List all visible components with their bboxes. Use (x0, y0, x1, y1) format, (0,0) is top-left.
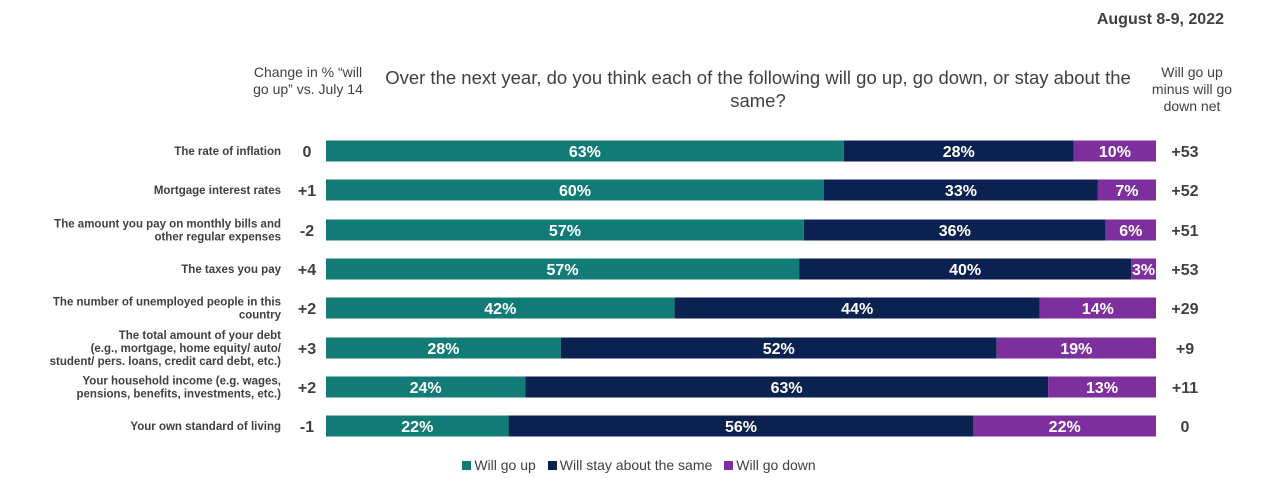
legend: Will go up Will stay about the same Will… (0, 457, 1278, 473)
change-value: -2 (300, 223, 314, 240)
bar-label-down: 13% (1086, 380, 1118, 397)
bar-down (996, 337, 1156, 359)
change-value: 0 (303, 144, 312, 161)
change-value: +3 (298, 341, 316, 358)
net-value: +52 (1171, 183, 1198, 200)
bar-label-up: 42% (484, 301, 516, 318)
bar-label-up: 60% (559, 183, 591, 200)
legend-item-same: Will stay about the same (547, 457, 713, 473)
legend-item-down: Will go down (724, 457, 816, 473)
bar-label-up: 24% (410, 380, 442, 397)
bar-up (326, 140, 844, 162)
legend-swatch-down (724, 460, 734, 470)
net-value: +51 (1171, 223, 1198, 240)
bar-label-down: 19% (1060, 341, 1092, 358)
change-value: +2 (298, 380, 316, 397)
bar-label-up: 63% (569, 144, 601, 161)
bar-label-same: 44% (841, 301, 873, 318)
legend-swatch-same (547, 460, 557, 470)
bar-label-up: 57% (549, 223, 581, 240)
bar-up (326, 219, 804, 241)
bar-label-up: 22% (401, 419, 433, 436)
category-label: The amount you pay on monthly bills and (54, 219, 281, 231)
bar-label-same: 33% (945, 183, 977, 200)
bar-up (326, 179, 824, 201)
net-value: +9 (1176, 341, 1194, 358)
legend-swatch-up (462, 460, 472, 470)
change-value: -1 (300, 419, 314, 436)
category-label: Your household income (e.g. wages, (82, 376, 281, 388)
bar-up (326, 297, 675, 319)
net-value: +53 (1171, 144, 1198, 161)
legend-label-down: Will go down (736, 457, 816, 473)
bar-down (1131, 258, 1156, 280)
bar-label-same: 40% (949, 262, 981, 279)
legend-label-same: Will stay about the same (559, 457, 713, 473)
category-label: student/ pers. loans, credit card debt, … (50, 356, 282, 368)
bar-same (508, 415, 974, 437)
bar-down (1097, 179, 1156, 201)
bar-label-up: 57% (547, 262, 579, 279)
survey-date: August 8-9, 2022 (1096, 11, 1224, 28)
bar-label-down: 3% (1132, 262, 1155, 279)
bar-label-same: 63% (771, 380, 803, 397)
change-value: +2 (298, 301, 316, 318)
category-label: Your own standard of living (130, 421, 281, 433)
bar-up (326, 376, 526, 398)
bar-down (1048, 376, 1156, 398)
bar-same (799, 258, 1132, 280)
category-label: The number of unemployed people in this (53, 297, 281, 309)
legend-label-up: Will go up (474, 457, 536, 473)
legend-item-up: Will go up (462, 457, 536, 473)
bar-label-down: 6% (1119, 223, 1142, 240)
category-label: country (239, 310, 282, 322)
category-label: Mortgage interest rates (154, 185, 281, 197)
bar-label-up: 28% (427, 341, 459, 358)
bar-label-same: 56% (725, 419, 757, 436)
bar-same (674, 297, 1040, 319)
bar-label-down: 22% (1049, 419, 1081, 436)
bar-label-same: 52% (763, 341, 795, 358)
bar-same (843, 140, 1074, 162)
bar-same (824, 179, 1098, 201)
category-label: (e.g., mortgage, home equity/ auto/ (91, 343, 282, 355)
category-label: The total amount of your debt (119, 330, 281, 342)
category-label: The rate of inflation (174, 146, 281, 158)
net-value: +53 (1171, 262, 1198, 279)
bar-label-same: 28% (943, 144, 975, 161)
bar-same (525, 376, 1049, 398)
change-value: +4 (298, 262, 316, 279)
net-column-header: Will go up minus will go down net (1151, 64, 1233, 114)
bar-label-same: 36% (939, 223, 971, 240)
bar-label-down: 10% (1099, 144, 1131, 161)
bar-down (1105, 219, 1156, 241)
bar-down (1039, 297, 1156, 319)
bar-up (326, 415, 509, 437)
change-value: +1 (298, 183, 316, 200)
bar-up (326, 337, 561, 359)
chart-title: Over the next year, do you think each of… (385, 67, 1131, 111)
bar-down (973, 415, 1156, 437)
bar-label-down: 7% (1115, 183, 1138, 200)
net-value: 0 (1181, 419, 1190, 436)
net-value: +11 (1172, 380, 1198, 397)
net-value: +29 (1171, 301, 1198, 318)
bar-same (803, 219, 1106, 241)
bar-label-down: 14% (1082, 301, 1114, 318)
category-label: other regular expenses (154, 232, 281, 244)
change-column-header: Change in % “will go up” vs. July 14 (253, 64, 363, 97)
category-label: pensions, benefits, investments, etc.) (77, 389, 282, 401)
bar-up (326, 258, 800, 280)
bar-same (560, 337, 997, 359)
category-label: The taxes you pay (181, 264, 281, 276)
bar-down (1073, 140, 1156, 162)
